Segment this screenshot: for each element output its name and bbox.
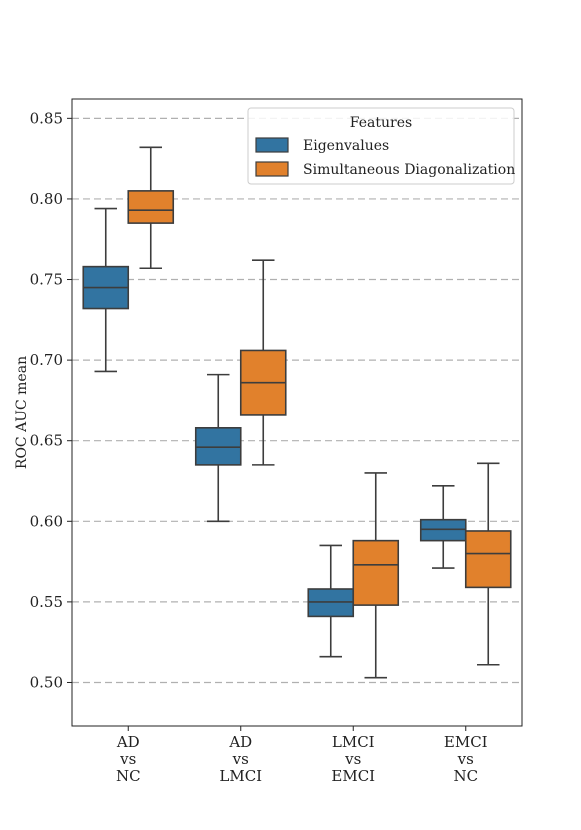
legend-swatch xyxy=(255,161,289,177)
x-tick-label: NC xyxy=(116,767,141,785)
plot-frame xyxy=(71,98,523,727)
y-tick-label: 0.80 xyxy=(30,190,63,208)
x-tick-label: LMCI xyxy=(219,767,262,785)
y-tick-label: 0.75 xyxy=(30,271,63,289)
box-simultaneous-diagonalization xyxy=(464,530,512,589)
x-tick-label: vs xyxy=(344,750,361,768)
legend-entry: Eigenvalues xyxy=(303,138,389,154)
x-tick-label: LMCI xyxy=(332,733,375,751)
legend: Features Eigenvalues Simultaneous Diagona… xyxy=(247,107,515,185)
legend-swatch xyxy=(255,137,289,153)
legend-title: Features xyxy=(350,115,412,131)
x-tick-label: AD xyxy=(116,733,140,751)
box-simultaneous-diagonalization xyxy=(127,190,175,224)
y-tick-label: 0.65 xyxy=(30,432,63,450)
box-simultaneous-diagonalization xyxy=(352,539,400,606)
x-tick-label: vs xyxy=(457,750,474,768)
y-tick-label: 0.70 xyxy=(30,351,63,369)
legend-entry: Simultaneous Diagonalization xyxy=(303,162,515,178)
box-eigenvalues xyxy=(419,518,467,542)
x-tick-label: vs xyxy=(232,750,249,768)
x-tick-label: vs xyxy=(119,750,136,768)
y-tick-labels: 0.50 0.55 0.60 0.65 0.70 0.75 0.80 0.85 xyxy=(30,109,72,691)
y-tick-label: 0.85 xyxy=(30,109,63,127)
x-tick-label: NC xyxy=(453,767,478,785)
x-tick-label: AD xyxy=(228,733,252,751)
box-layer xyxy=(82,146,512,679)
y-tick-label: 0.60 xyxy=(30,512,63,530)
box-eigenvalues xyxy=(194,427,242,466)
legend-box xyxy=(247,107,515,185)
y-tick-label: 0.50 xyxy=(30,673,63,691)
y-tick-label: 0.55 xyxy=(30,593,63,611)
x-tick-label: EMCI xyxy=(444,733,488,751)
y-axis-label: ROC AUC mean xyxy=(14,356,30,469)
x-tick-label: EMCI xyxy=(331,767,375,785)
box-eigenvalues xyxy=(307,588,355,618)
